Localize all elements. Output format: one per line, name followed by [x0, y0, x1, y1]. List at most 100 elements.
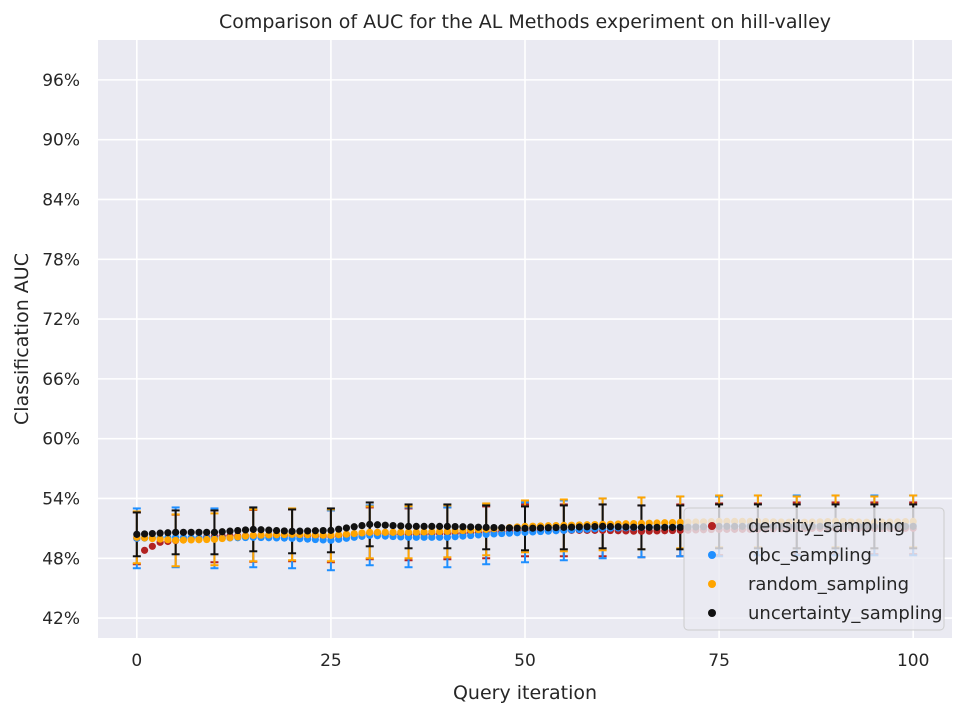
data-point: [482, 530, 490, 538]
data-point: [567, 523, 576, 531]
data-point: [521, 524, 529, 532]
data-point: [459, 532, 467, 540]
data-point: [498, 529, 506, 538]
y-tick-label: 90%: [42, 131, 80, 151]
data-point: [234, 533, 242, 541]
data-point: [203, 535, 211, 544]
data-point: [575, 523, 583, 531]
data-point: [529, 524, 537, 532]
data-point: [552, 523, 560, 532]
data-point: [335, 525, 343, 533]
data-point: [412, 522, 420, 530]
data-point: [249, 525, 257, 533]
data-point: [179, 536, 187, 544]
data-point: [133, 530, 141, 538]
data-point: [366, 528, 374, 536]
data-point: [373, 521, 382, 529]
data-point: [676, 523, 684, 531]
data-point: [661, 523, 669, 531]
x-axis-ticks: 0 25 50 75 100: [131, 651, 929, 671]
legend-label: density_sampling: [748, 516, 905, 537]
data-point: [327, 526, 335, 534]
data-point: [436, 527, 444, 536]
data-point: [591, 522, 599, 531]
data-point: [218, 528, 226, 536]
y-tick-label: 84%: [42, 190, 80, 210]
data-point: [304, 527, 312, 535]
data-point: [645, 523, 653, 531]
data-point: [164, 536, 172, 544]
data-point: [342, 530, 351, 538]
data-point: [195, 528, 203, 536]
data-point: [241, 526, 250, 534]
data-point: [459, 523, 467, 531]
data-point: [319, 526, 327, 535]
x-tick-label: 0: [131, 651, 142, 671]
data-point: [404, 528, 413, 536]
data-point: [156, 535, 164, 543]
data-point: [412, 528, 420, 536]
y-tick-label: 48%: [42, 549, 80, 569]
data-point: [210, 535, 219, 543]
data-point: [226, 534, 234, 542]
data-point: [311, 527, 319, 535]
data-point: [172, 536, 180, 544]
data-point: [148, 534, 156, 543]
legend-marker: [708, 522, 716, 530]
data-point: [428, 528, 436, 536]
data-point: [560, 523, 568, 531]
data-point: [436, 533, 444, 541]
y-tick-label: 60%: [42, 430, 80, 450]
data-point: [280, 527, 288, 535]
data-point: [443, 522, 451, 530]
data-point: [373, 528, 382, 536]
data-point: [614, 523, 622, 531]
legend-marker: [708, 551, 716, 559]
data-point: [420, 522, 428, 530]
data-point: [218, 534, 226, 543]
data-point: [327, 536, 335, 544]
data-point: [234, 526, 242, 535]
data-point: [622, 523, 630, 531]
x-tick-label: 50: [514, 651, 536, 671]
data-point: [164, 529, 172, 537]
data-point: [389, 521, 397, 530]
data-point: [443, 527, 451, 535]
data-point: [583, 523, 591, 531]
data-point: [148, 542, 156, 550]
data-point: [241, 532, 250, 540]
data-point: [630, 523, 638, 531]
data-point: [404, 522, 413, 530]
data-point: [203, 528, 211, 536]
legend-label: random_sampling: [748, 574, 909, 595]
data-point: [296, 527, 304, 535]
data-point: [358, 529, 366, 537]
data-point: [389, 528, 397, 536]
data-point: [397, 522, 405, 530]
data-point: [544, 524, 552, 532]
data-point: [676, 518, 684, 526]
data-point: [187, 536, 195, 544]
legend-marker: [708, 580, 716, 588]
data-point: [156, 529, 164, 537]
data-point: [327, 531, 335, 539]
data-point: [420, 533, 428, 541]
data-point: [420, 528, 428, 536]
y-tick-label: 54%: [42, 489, 80, 509]
x-tick-label: 25: [320, 651, 342, 671]
y-tick-label: 42%: [42, 609, 80, 629]
y-axis-title: Classification AUC: [11, 253, 33, 425]
data-point: [498, 524, 506, 532]
data-point: [490, 523, 498, 532]
y-tick-label: 96%: [42, 71, 80, 91]
data-point: [172, 528, 180, 536]
data-point: [467, 531, 475, 540]
data-point: [428, 533, 436, 541]
data-point: [195, 536, 203, 544]
y-tick-label: 66%: [42, 370, 80, 390]
data-point: [668, 523, 677, 531]
data-point: [288, 527, 296, 535]
data-point: [505, 524, 514, 532]
data-point: [412, 533, 420, 541]
data-point: [451, 522, 459, 531]
